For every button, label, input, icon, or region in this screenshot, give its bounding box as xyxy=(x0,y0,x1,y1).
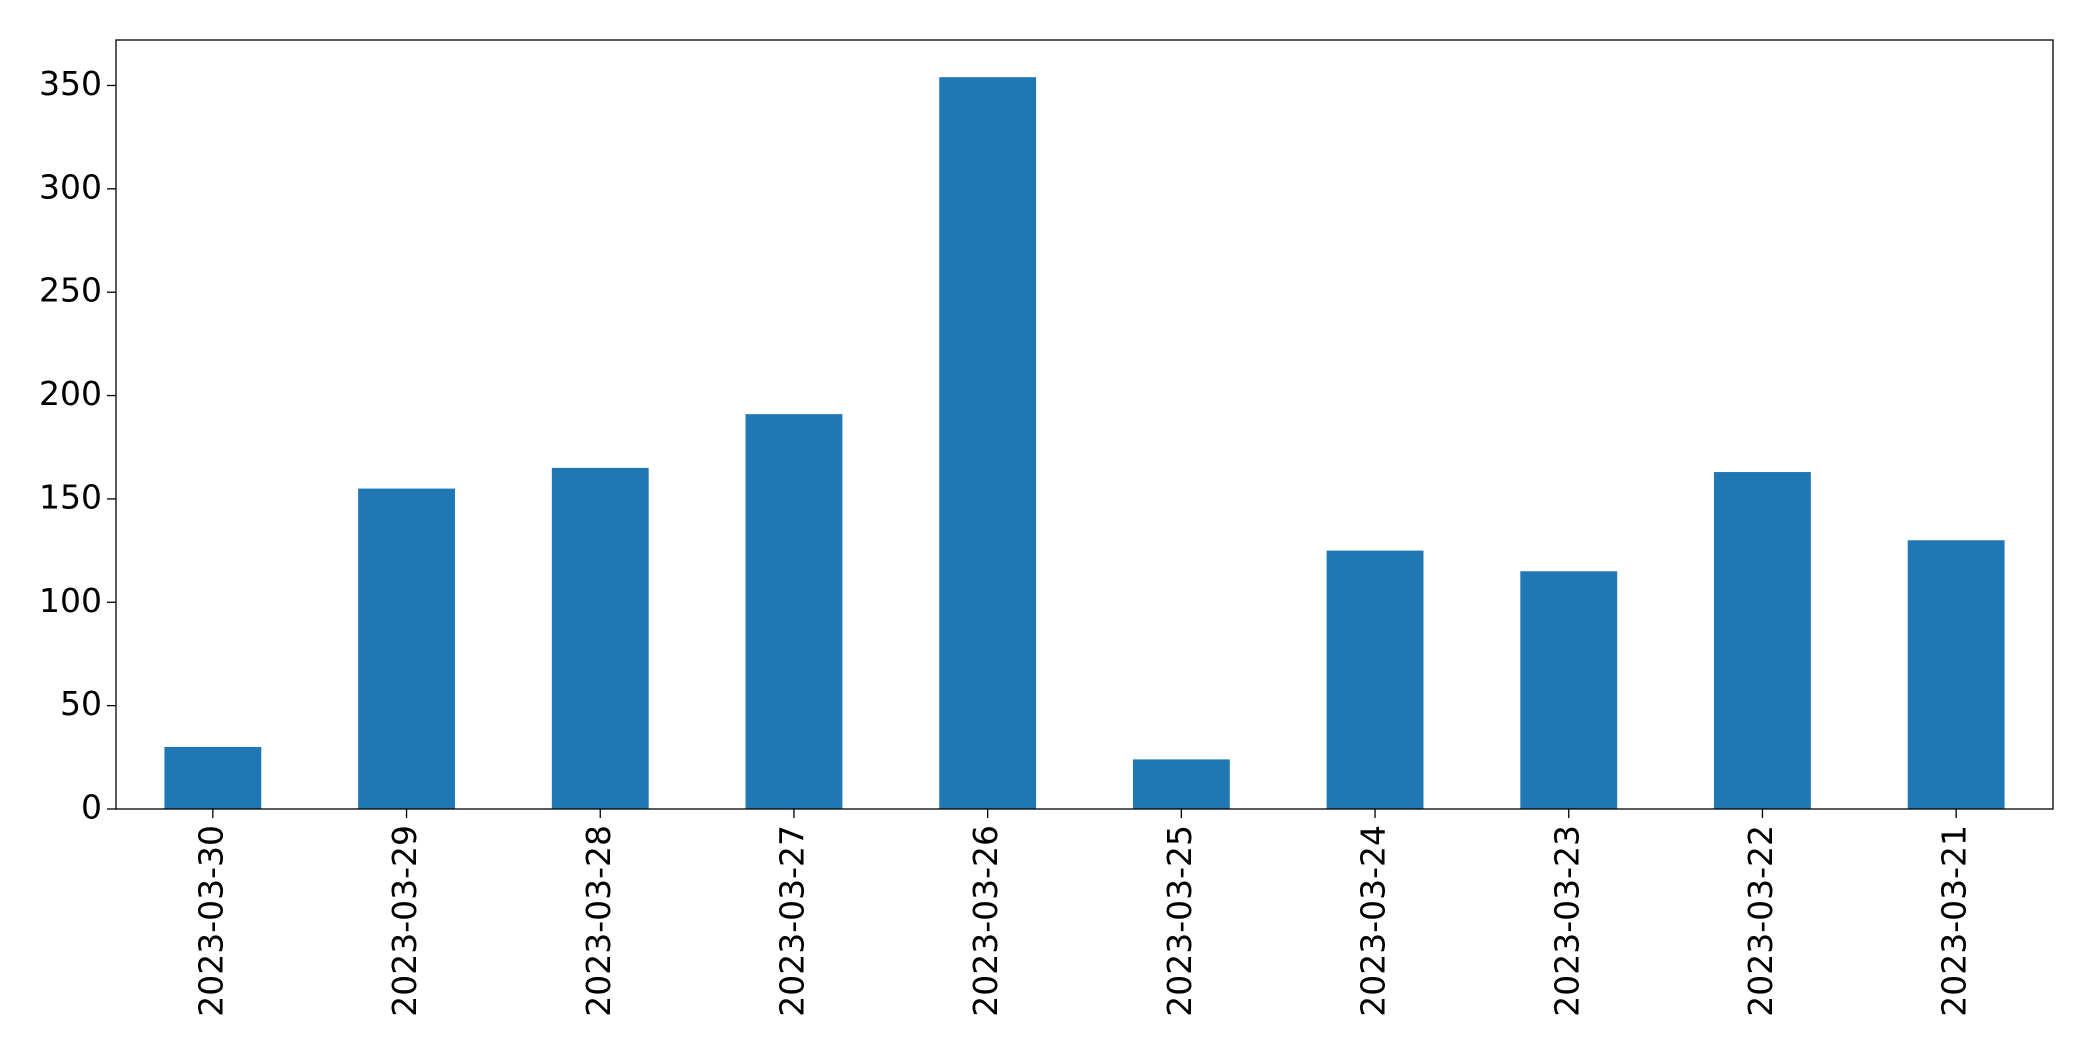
bar xyxy=(1714,472,1811,809)
x-tick-label: 2023-03-28 xyxy=(579,825,618,1017)
x-tick-label: 2023-03-26 xyxy=(966,825,1005,1017)
bar xyxy=(1132,759,1230,809)
y-tick-label: 100 xyxy=(39,581,102,620)
y-tick-label: 350 xyxy=(39,64,102,103)
bar xyxy=(358,488,455,809)
bar xyxy=(551,467,649,809)
x-tick-label: 2023-03-24 xyxy=(1354,825,1393,1017)
x-tick-label: 2023-03-29 xyxy=(385,825,424,1017)
y-tick-label: 150 xyxy=(39,477,102,516)
plot-frame xyxy=(115,39,2054,810)
bar xyxy=(939,77,1037,810)
x-tick-label: 2023-03-21 xyxy=(1935,825,1974,1017)
bar xyxy=(1520,571,1618,809)
y-tick-label: 50 xyxy=(60,684,102,723)
y-tick-label: 200 xyxy=(39,374,102,413)
x-tick-label: 2023-03-23 xyxy=(1547,825,1586,1017)
bar xyxy=(164,746,262,809)
x-tick-label: 2023-03-25 xyxy=(1160,825,1199,1017)
y-tick-label: 0 xyxy=(81,788,102,827)
bar xyxy=(745,414,843,809)
y-tick-label: 300 xyxy=(39,167,102,206)
x-tick-label: 2023-03-27 xyxy=(772,825,811,1017)
bar xyxy=(1907,540,2005,809)
bar xyxy=(1326,550,1424,809)
x-tick-label: 2023-03-30 xyxy=(191,825,230,1017)
x-tick-label: 2023-03-22 xyxy=(1741,825,1780,1017)
y-tick-label: 250 xyxy=(39,271,102,310)
